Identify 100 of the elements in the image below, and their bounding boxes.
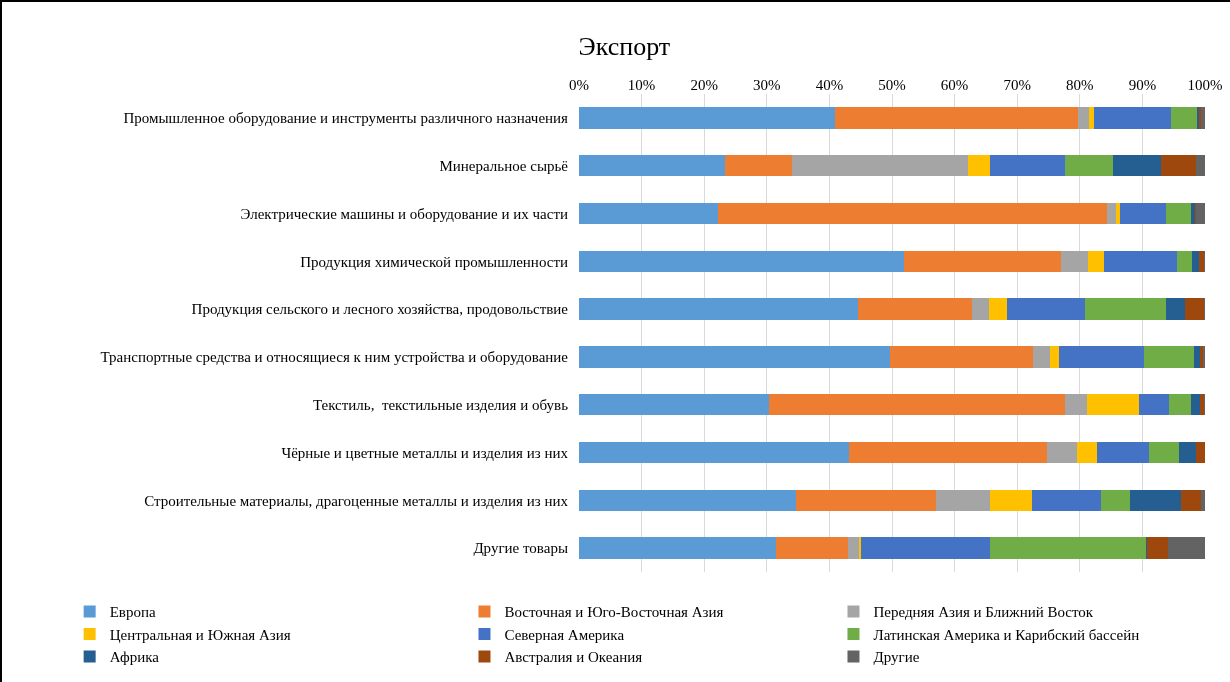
x-tick-label: 30% <box>753 77 781 93</box>
bar <box>1166 202 1192 225</box>
bar <box>579 346 891 368</box>
bar <box>1033 346 1051 368</box>
bar <box>989 298 1007 320</box>
bar <box>968 154 991 177</box>
x-tick-label: 40% <box>815 77 844 93</box>
bar <box>1161 154 1197 177</box>
bar <box>1087 393 1139 416</box>
bar <box>971 298 990 320</box>
y-tick-label: Строительные материалы, драгоценные металлы и изделия из них <box>144 492 569 509</box>
bar <box>1087 250 1105 273</box>
bar <box>1094 107 1172 129</box>
legend-label: Европа <box>109 604 156 621</box>
y-tick-label: Промышленное оборудование и инструменты различного назначения <box>123 110 569 127</box>
y-tick-label: Продукция сельского и лесного хозяйства, продовольствие <box>191 301 569 318</box>
bar <box>579 250 904 273</box>
bar <box>579 202 718 225</box>
bar <box>1146 537 1169 559</box>
x-tick-label: 100% <box>1187 77 1223 93</box>
x-tick-label: 50% <box>878 77 906 93</box>
legend-label: Восточная и Юго-Восточная Азия <box>504 604 724 621</box>
bar <box>1196 441 1205 464</box>
bar <box>861 537 991 559</box>
bar <box>848 537 859 559</box>
bar <box>835 107 1078 129</box>
bar <box>1058 346 1145 368</box>
bar <box>1144 346 1194 368</box>
bar <box>1192 250 1200 273</box>
bar <box>1101 489 1130 512</box>
legend-label: Другие <box>873 649 920 666</box>
bar <box>1177 250 1193 273</box>
bar <box>935 489 991 512</box>
bar <box>1077 441 1097 464</box>
bar <box>857 298 972 320</box>
bar <box>849 441 1048 464</box>
bar <box>1148 441 1179 464</box>
bar <box>1196 154 1205 177</box>
bar <box>1112 154 1162 177</box>
bar <box>579 107 836 129</box>
bar <box>1064 154 1113 177</box>
bar <box>1006 298 1086 320</box>
legend-label: Африка <box>109 649 160 666</box>
bar <box>1199 393 1205 416</box>
x-tick-label: 70% <box>1003 77 1031 93</box>
bar <box>1085 298 1166 320</box>
x-tick-label: 0% <box>569 77 589 93</box>
bar <box>1196 202 1205 225</box>
y-tick-label: Транспортные средства и относящиеся к ним устройства и оборудование <box>100 349 569 366</box>
bar <box>724 154 792 177</box>
x-tick-label: 80% <box>1066 77 1094 93</box>
chart-title: Экспорт <box>578 32 671 62</box>
bar <box>579 489 796 512</box>
bar <box>795 489 936 512</box>
bar <box>990 537 1146 559</box>
bar <box>1184 298 1204 320</box>
legend-label: Передняя Азия и Ближний Восток <box>873 604 1094 621</box>
bar <box>1119 202 1167 225</box>
x-tick-label: 90% <box>1128 77 1157 93</box>
bar <box>1168 393 1191 416</box>
x-tick-label: 10% <box>627 77 656 93</box>
bar <box>1088 107 1095 129</box>
y-tick-label: Электрические машины и оборудование и их части <box>240 205 568 222</box>
y-tick-label: Текстиль, текстильные изделия и обувь <box>312 396 569 413</box>
bar <box>1165 298 1185 320</box>
bar <box>579 537 777 559</box>
x-tick-label: 20% <box>690 77 718 93</box>
y-tick-label: Чёрные и цветные металлы и изделия из них <box>281 444 569 461</box>
y-tick-label: Продукция химической промышленности <box>300 253 568 270</box>
bar <box>890 346 1034 368</box>
bar <box>579 154 725 177</box>
legend-label: Латинская Америка и Карибский бассейн <box>873 626 1140 643</box>
bar <box>1199 250 1205 273</box>
bar <box>1116 202 1120 225</box>
x-tick-label: 60% <box>940 77 969 93</box>
bar <box>579 393 769 416</box>
bar <box>1190 393 1200 416</box>
bar <box>1138 393 1169 416</box>
legend-label: Северная Америка <box>504 626 625 643</box>
bar <box>1065 393 1088 416</box>
legend-label: Австралия и Океания <box>504 649 643 666</box>
bar <box>579 298 858 320</box>
bar <box>1193 346 1200 368</box>
bar <box>791 154 969 177</box>
bar <box>579 441 850 464</box>
bar <box>990 154 1065 177</box>
y-tick-label: Минеральное сырьё <box>439 157 569 174</box>
bar <box>990 489 1032 512</box>
y-tick-label: Другие товары <box>473 540 568 557</box>
bar <box>1129 489 1181 512</box>
bar <box>1050 346 1059 368</box>
bar <box>1096 441 1149 464</box>
bar <box>1171 107 1198 129</box>
bar <box>903 250 1062 273</box>
bar <box>1031 489 1102 512</box>
bar <box>717 202 1108 225</box>
bar <box>1061 250 1088 273</box>
bar <box>1104 250 1178 273</box>
bar <box>768 393 1066 416</box>
bar <box>1178 441 1197 464</box>
